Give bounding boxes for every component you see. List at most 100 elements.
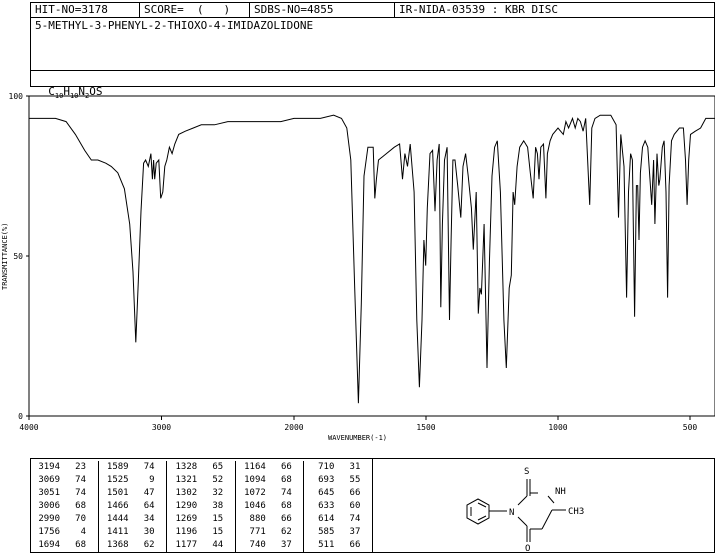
x-tick-label: 3000 — [152, 423, 171, 432]
peak-wavenumber: 880 — [249, 514, 266, 524]
peak-transmittance: 74 — [75, 488, 86, 498]
peak-row: 1589 74 — [103, 461, 155, 474]
x-tick-label: 1000 — [548, 423, 567, 432]
peak-row: 3051 74 — [34, 487, 86, 500]
peak-table-column: 1589 74 1525 9 1501 47 1466 64 1444 34 1411 30 1368 6… — [99, 461, 168, 552]
peak-transmittance: 44 — [212, 540, 224, 550]
peak-wavenumber: 1328 — [175, 462, 198, 472]
peak-wavenumber: 1094 — [244, 475, 266, 485]
peak-wavenumber: 1589 — [106, 462, 129, 472]
peak-transmittance: 66 — [349, 488, 361, 498]
peak-wavenumber: 3069 — [38, 475, 60, 485]
hit-number: HIT-NO=3178 — [35, 3, 108, 16]
peak-transmittance: 74 — [143, 462, 155, 472]
peak-row: 1756 4 — [34, 526, 86, 539]
peak-wavenumber: 1694 — [38, 540, 60, 550]
ir-identifier: IR-NIDA-03539 : KBR DISC — [399, 3, 558, 16]
peak-row: 1368 62 — [103, 539, 155, 552]
peak-row: 1196 15 — [171, 526, 224, 539]
peak-transmittance: 70 — [75, 514, 86, 524]
peak-transmittance: 62 — [280, 527, 292, 537]
x-axis-label: WAVENUMBER(-1) — [328, 434, 387, 442]
peak-wavenumber: 1072 — [244, 488, 266, 498]
peak-wavenumber: 1321 — [175, 475, 198, 485]
molecular-structure: S NH N CH3 O — [466, 467, 584, 553]
peak-row: 880 66 — [240, 513, 292, 526]
oxygen-label: O — [525, 544, 530, 553]
peak-transmittance: 74 — [75, 475, 86, 485]
peak-wavenumber: 1177 — [175, 540, 198, 550]
x-tick-label: 2000 — [284, 423, 303, 432]
peak-wavenumber: 740 — [249, 540, 266, 550]
peak-wavenumber: 3194 — [38, 462, 60, 472]
peak-wavenumber: 1164 — [244, 462, 266, 472]
peak-table-column: 3194 23 3069 74 3051 74 3006 68 2990 70 1756 4 1694 6… — [30, 461, 99, 552]
peak-transmittance: 4 — [80, 527, 86, 537]
peak-transmittance: 55 — [349, 475, 361, 485]
peak-transmittance: 68 — [75, 540, 86, 550]
peak-wavenumber: 614 — [318, 514, 335, 524]
nitrogen-label: N — [509, 508, 514, 518]
methyl-label: CH3 — [568, 507, 584, 517]
nh-label: NH — [555, 487, 566, 497]
peak-row: 1694 68 — [34, 539, 86, 552]
peak-transmittance: 66 — [280, 514, 292, 524]
peak-wavenumber: 1756 — [38, 527, 60, 537]
peak-wavenumber: 1501 — [106, 488, 129, 498]
x-tick-label: 1500 — [416, 423, 435, 432]
peak-row: 1177 44 — [171, 539, 224, 552]
peak-row: 1466 64 — [103, 500, 155, 513]
peak-row: 2990 70 — [34, 513, 86, 526]
peak-wavenumber: 1196 — [175, 527, 198, 537]
peak-row: 585 37 — [308, 526, 360, 539]
peak-wavenumber: 710 — [318, 462, 335, 472]
peak-row: 1328 65 — [171, 461, 224, 474]
peak-row: 1164 66 — [240, 461, 292, 474]
peak-transmittance: 74 — [280, 488, 292, 498]
compound-name: 5-METHYL-3-PHENYL-2-THIOXO-4-IMIDAZOLIDO… — [35, 19, 314, 32]
peak-wavenumber: 633 — [318, 501, 335, 511]
peak-row: 3194 23 — [34, 461, 86, 474]
peak-row: 740 37 — [240, 539, 292, 552]
peak-transmittance: 15 — [212, 514, 224, 524]
peak-transmittance: 68 — [75, 501, 86, 511]
peak-transmittance: 62 — [143, 540, 155, 550]
peak-transmittance: 60 — [349, 501, 361, 511]
peak-wavenumber: 585 — [318, 527, 335, 537]
peak-row: 3006 68 — [34, 500, 86, 513]
peak-wavenumber: 1290 — [175, 501, 198, 511]
peak-table-column: 1164 66 1094 68 1072 74 1046 68 880 66 771 62 740 37 — [236, 461, 305, 552]
peak-table-column: 1328 65 1321 52 1302 32 1290 38 1269 15 1196 15 1177… — [167, 461, 236, 552]
peak-row: 1094 68 — [240, 474, 292, 487]
peak-transmittance: 34 — [143, 514, 155, 524]
sulfur-label: S — [524, 467, 529, 477]
peak-transmittance: 23 — [75, 462, 86, 472]
peak-wavenumber: 1046 — [244, 501, 266, 511]
sdbs-number: SDBS-NO=4855 — [254, 3, 334, 16]
peak-row: 1269 15 — [171, 513, 224, 526]
peak-transmittance: 66 — [349, 540, 361, 550]
peak-row: 1411 30 — [103, 526, 155, 539]
y-axis-label: TRANSMITTANCE(%) — [1, 223, 9, 290]
peak-table: 3194 23 3069 74 3051 74 3006 68 2990 70 1756 4 1694 6… — [30, 461, 373, 552]
peak-row: 614 74 — [308, 513, 360, 526]
peak-row: 1302 32 — [171, 487, 224, 500]
peak-wavenumber: 645 — [318, 488, 335, 498]
peak-transmittance: 68 — [280, 501, 292, 511]
peak-wavenumber: 1368 — [106, 540, 129, 550]
peak-transmittance: 15 — [212, 527, 224, 537]
peak-table-column: 710 31 693 55 645 66 633 60 614 74 585 37 511 66 — [304, 461, 373, 552]
x-tick-label: 500 — [683, 423, 698, 432]
peak-row: 1046 68 — [240, 500, 292, 513]
peak-row: 693 55 — [308, 474, 360, 487]
peak-transmittance: 52 — [212, 475, 224, 485]
peak-row: 645 66 — [308, 487, 360, 500]
peak-wavenumber: 511 — [318, 540, 335, 550]
peak-row: 633 60 — [308, 500, 360, 513]
peak-transmittance: 37 — [280, 540, 292, 550]
peak-wavenumber: 1525 — [106, 475, 129, 485]
peak-transmittance: 32 — [212, 488, 224, 498]
x-tick-label: 4000 — [19, 423, 38, 432]
score: SCORE= ( ) — [144, 3, 231, 16]
peak-transmittance: 30 — [143, 527, 155, 537]
